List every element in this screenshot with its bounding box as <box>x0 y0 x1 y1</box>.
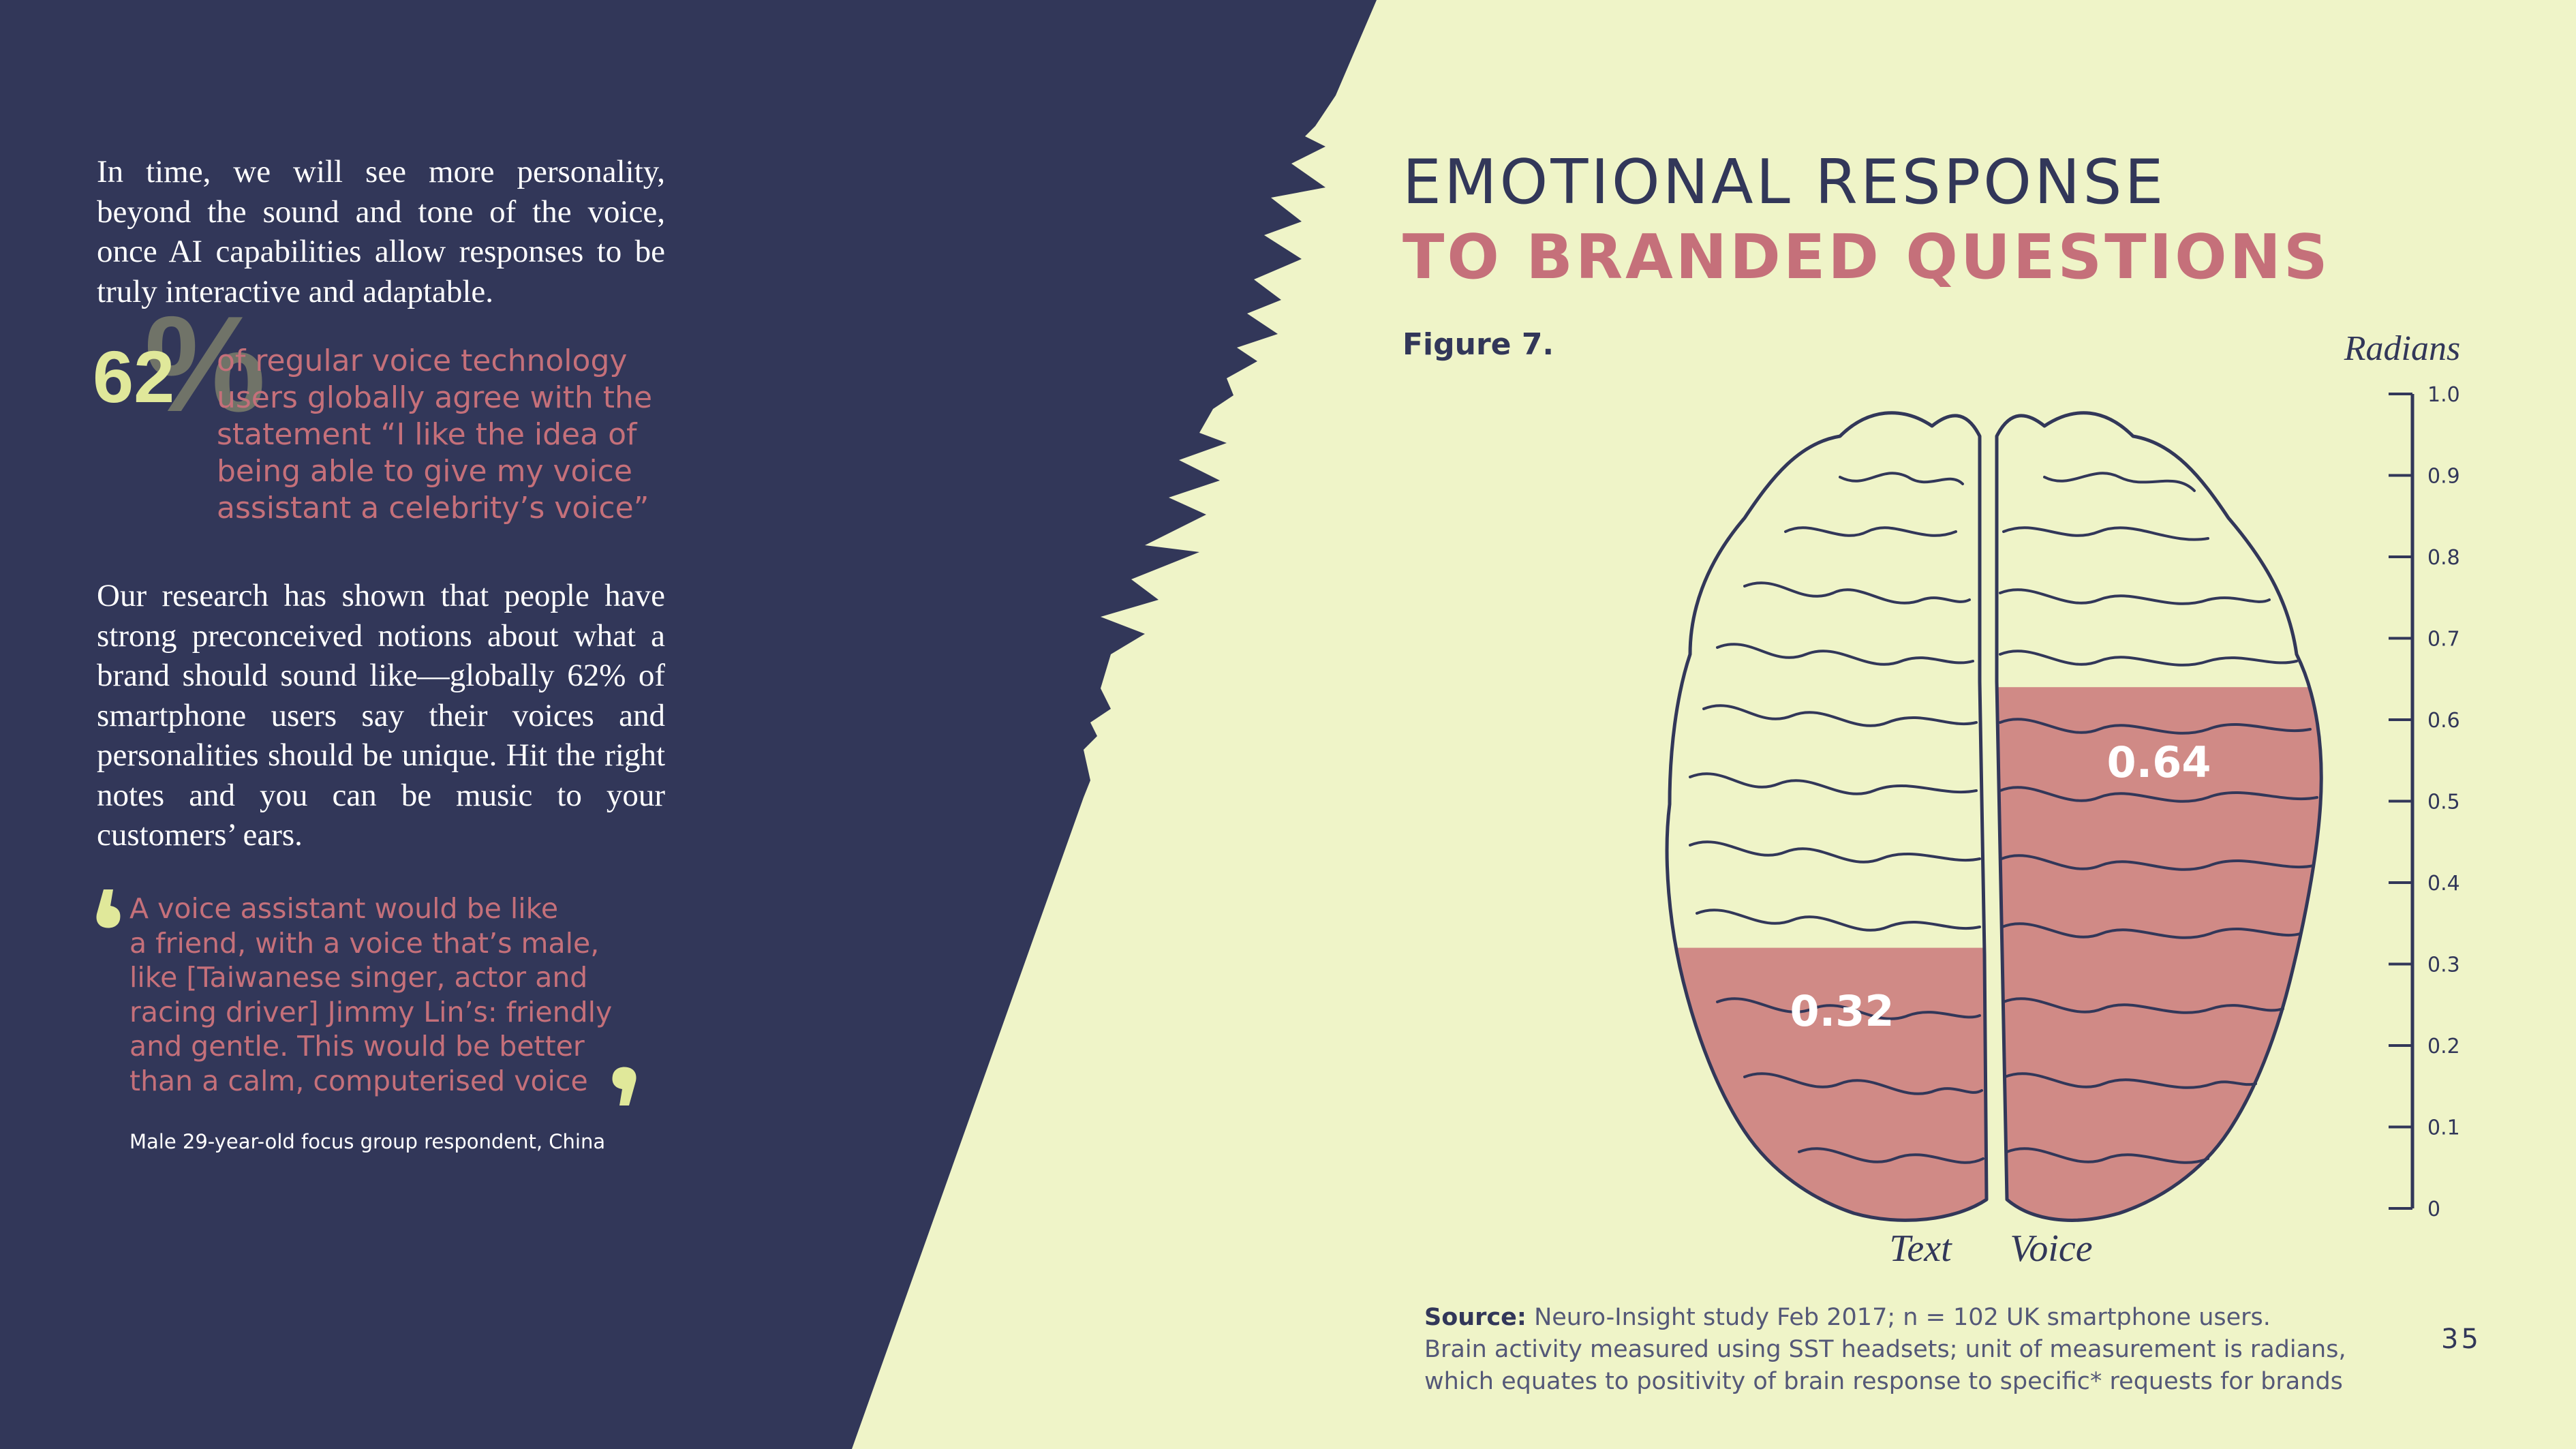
quote-line: racing driver] Jimmy Lin’s: friendly <box>129 995 613 1028</box>
left-hemisphere-outline <box>1665 411 1989 1222</box>
stat-line: users globally agree with the <box>217 380 653 415</box>
y-tick-label: 0.5 <box>2427 791 2460 814</box>
y-tick-label: 0.2 <box>2427 1035 2460 1058</box>
stat-value: 62 <box>93 335 175 418</box>
quote-line: and gentle. This would be better <box>129 1030 585 1063</box>
source-note: Source: Neuro-Insight study Feb 2017; n … <box>1424 1302 2447 1398</box>
source-line-3: which equates to positivity of brain res… <box>1424 1368 2343 1395</box>
brain-outline <box>1665 411 2323 1222</box>
title-line-2: TO BRANDED QUESTIONS <box>1402 222 2331 293</box>
y-tick-label: 0.7 <box>2427 628 2460 652</box>
text-value-label: 0.32 <box>1790 986 1895 1036</box>
quote-line: a friend, with a voice that’s male, <box>129 926 600 960</box>
y-tick-label: 0.8 <box>2427 546 2460 570</box>
open-quote-icon <box>96 889 121 928</box>
y-axis-title: Radians <box>2344 329 2460 368</box>
figure-label: Figure 7. <box>1402 327 1554 362</box>
source-line-1: Neuro-Insight study Feb 2017; n = 102 UK… <box>1534 1304 2271 1331</box>
quote-line: A voice assistant would be like <box>129 892 559 925</box>
stat-line: statement “I like the idea of <box>217 417 637 452</box>
percent-symbol: % <box>144 288 266 440</box>
source-label: Source: <box>1424 1304 1527 1331</box>
y-tick-label: 0.3 <box>2427 954 2460 977</box>
y-tick-label: 0.4 <box>2427 872 2460 896</box>
quote-line: than a calm, computerised voice <box>129 1064 588 1097</box>
title-line-1: EMOTIONAL RESPONSE <box>1402 147 2166 218</box>
research-paragraph: Our research has shown that people have … <box>97 578 665 853</box>
source-line-2: Brain activity measured using SST headse… <box>1424 1336 2346 1363</box>
stat-line: assistant a celebrity’s voice” <box>217 491 649 525</box>
stat-line: of regular voice technology <box>217 344 628 378</box>
y-tick-label: 0.9 <box>2427 465 2460 489</box>
navy-torn-panel <box>0 0 1377 1449</box>
quote-attribution: Male 29-year-old focus group respondent,… <box>129 1130 606 1153</box>
close-quote-icon <box>612 1067 637 1105</box>
y-tick-label: 0 <box>2427 1198 2440 1221</box>
intro-paragraph: In time, we will see more personality, b… <box>97 154 665 309</box>
quote-text: A voice assistant would be like a friend… <box>129 891 688 1098</box>
stat-line: being able to give my voice <box>217 454 632 489</box>
brain-gyri <box>1689 472 2318 1164</box>
y-axis-ticks: 0 0.1 0.2 0.3 0.4 0.5 0.6 0.7 0.8 0.9 1.0 <box>2389 383 2460 1221</box>
right-hemisphere-outline <box>1995 411 2323 1222</box>
y-tick-label: 0.1 <box>2427 1116 2460 1140</box>
y-tick-label: 0.6 <box>2427 709 2460 733</box>
voice-value-label: 0.64 <box>2107 737 2211 787</box>
page-number: 35 <box>2441 1324 2481 1355</box>
brain-fill-layer <box>1667 687 2322 1221</box>
quote-line: like [Taiwanese singer, actor and <box>129 961 588 994</box>
category-label-text: Text <box>1889 1227 1952 1270</box>
y-tick-label: 1.0 <box>2427 383 2460 407</box>
category-label-voice: Voice <box>2010 1227 2092 1270</box>
stat-description: of regular voice technology users global… <box>217 343 694 527</box>
